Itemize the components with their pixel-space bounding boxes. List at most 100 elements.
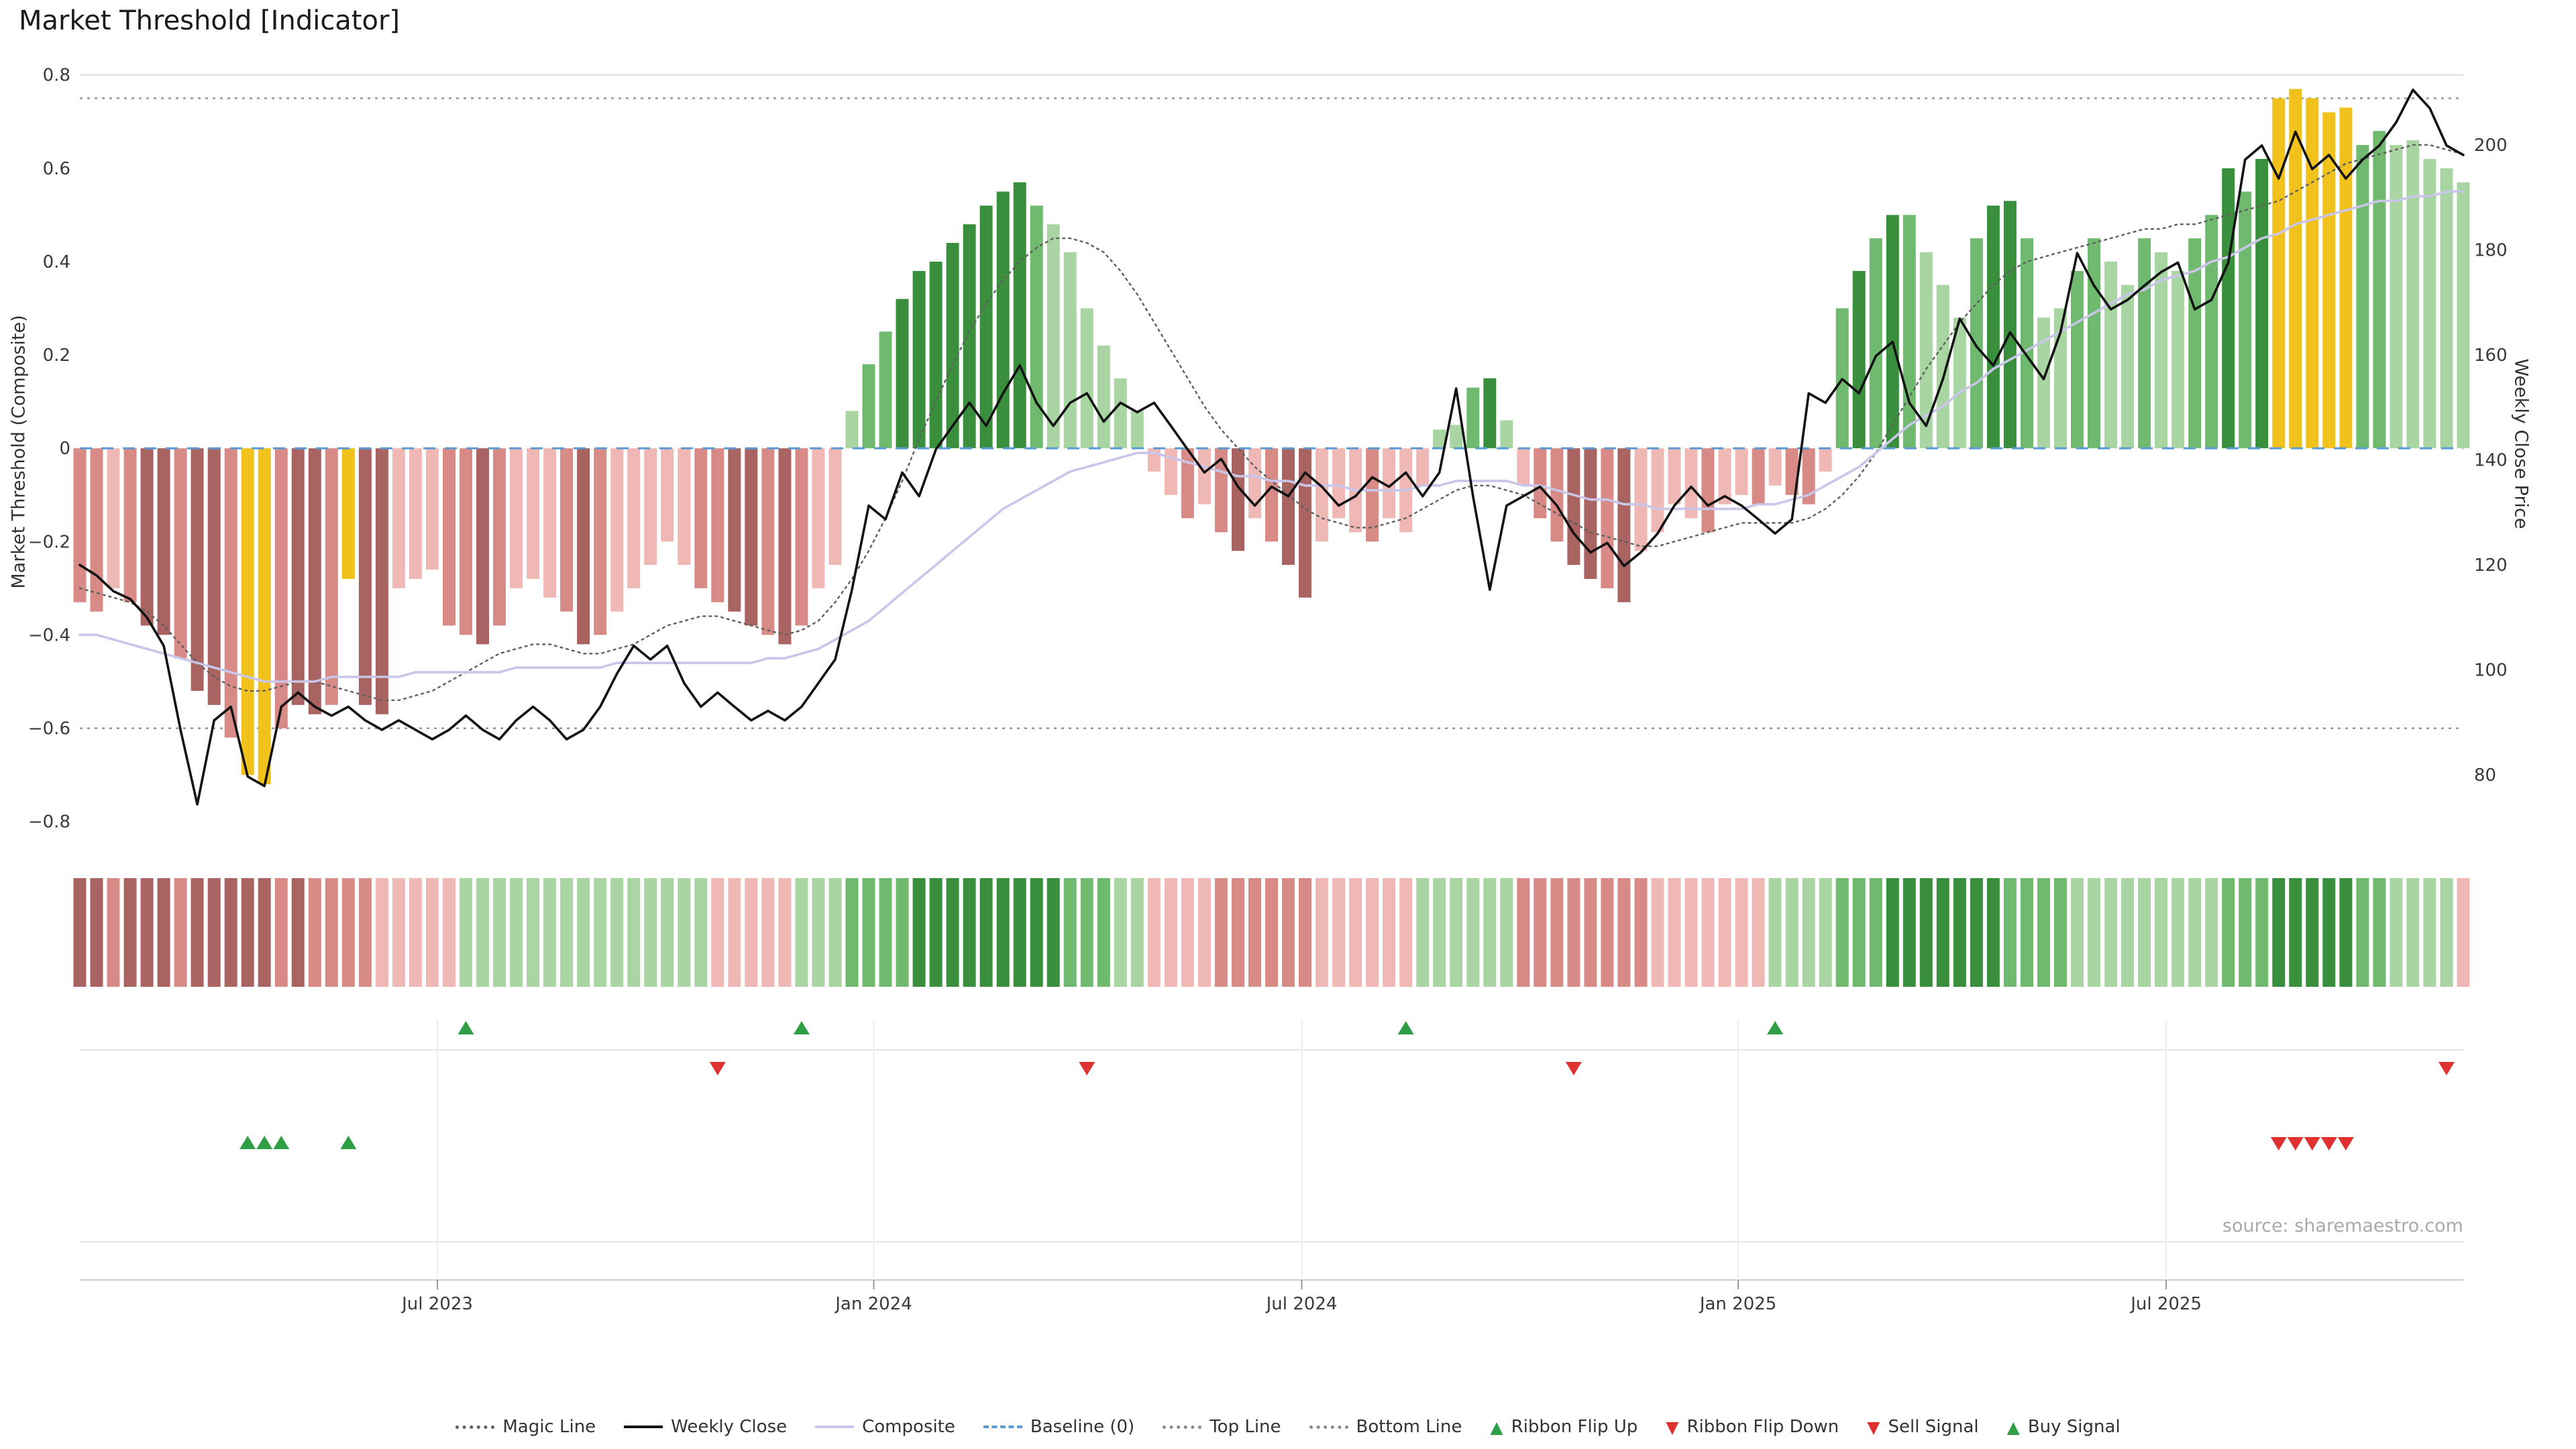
threshold-bar <box>728 448 741 612</box>
threshold-bar <box>1500 420 1513 449</box>
price-axis-tick-label: 100 <box>2474 661 2508 681</box>
threshold-bar <box>460 448 472 635</box>
ribbon-flip-up-marker <box>1767 1021 1784 1034</box>
threshold-bar <box>1902 215 1916 449</box>
ribbon-bar <box>2071 878 2084 987</box>
threshold-bar <box>476 448 489 645</box>
threshold-bar <box>1265 448 1278 542</box>
ribbon-bar <box>1819 878 1832 987</box>
ribbon-bar <box>409 878 422 987</box>
threshold-bar <box>1383 448 1396 519</box>
threshold-bar <box>2071 270 2084 449</box>
ribbon-bar <box>157 878 170 987</box>
legend-label: Composite <box>862 1417 955 1437</box>
threshold-bar <box>2339 107 2353 449</box>
threshold-bar <box>1080 308 1093 449</box>
ribbon-flip-up-marker <box>793 1021 810 1034</box>
sell-signal-marker <box>2270 1137 2287 1150</box>
y-axis-tick-label: 0.2 <box>43 345 70 366</box>
ribbon-bar <box>778 878 792 987</box>
threshold-bar <box>274 448 288 729</box>
ribbon-bar <box>1265 878 1278 987</box>
threshold-bar <box>1097 345 1110 449</box>
ribbon-bar <box>2037 878 2050 987</box>
legend-label: Magic Line <box>502 1417 596 1437</box>
ribbon-bar <box>678 878 691 987</box>
ribbon-bar <box>2021 878 2033 987</box>
threshold-bar <box>879 331 892 449</box>
threshold-bar <box>1114 378 1127 449</box>
threshold-bar <box>678 448 691 566</box>
threshold-bar <box>2021 238 2033 449</box>
ribbon-bar <box>912 878 926 987</box>
threshold-bar <box>2088 238 2100 449</box>
ribbon-bar <box>1483 878 1497 987</box>
threshold-bar <box>1970 238 1983 449</box>
buy-signal-marker <box>239 1136 256 1149</box>
threshold-bar <box>358 448 372 705</box>
threshold-bar <box>2457 182 2470 449</box>
ribbon-bar <box>728 878 741 987</box>
source-credit: source: sharemaestro.com <box>2222 1216 2463 1236</box>
threshold-bar <box>2239 191 2252 449</box>
sell-signal-marker <box>2304 1137 2320 1150</box>
ribbon-bar <box>1416 878 1430 987</box>
threshold-bar <box>761 448 775 635</box>
threshold-bar <box>1819 448 1832 472</box>
ribbon-bar <box>694 878 708 987</box>
threshold-bar <box>527 448 540 579</box>
ribbon-flip-down-marker-icon: ▼ <box>1666 1417 1679 1437</box>
price-axis-tick-label: 160 <box>2474 345 2508 366</box>
ribbon-bar <box>375 878 388 987</box>
price-axis-tick-label: 140 <box>2474 451 2508 471</box>
ribbon-bar <box>1433 878 1446 987</box>
threshold-bar <box>1550 448 1564 542</box>
ribbon-bar <box>1383 878 1396 987</box>
ribbon-bar <box>845 878 859 987</box>
ribbon-bar <box>2339 878 2353 987</box>
threshold-bar <box>308 448 321 714</box>
ribbon-bar <box>107 878 120 987</box>
top-line-marker-icon <box>1163 1425 1202 1429</box>
ribbon-bar <box>1953 878 1966 987</box>
threshold-bar <box>2322 112 2336 449</box>
ribbon-bar <box>812 878 825 987</box>
threshold-bar <box>2003 201 2017 449</box>
threshold-bar <box>1130 411 1144 449</box>
threshold-bar <box>107 448 120 588</box>
threshold-bar <box>610 448 624 612</box>
legend-label: Sell Signal <box>1888 1417 1979 1437</box>
threshold-bar <box>828 448 842 566</box>
ribbon-bar <box>1601 878 1614 987</box>
ribbon-bar <box>929 878 943 987</box>
threshold-bar <box>1164 448 1177 495</box>
ribbon-bar <box>258 878 271 987</box>
threshold-bar <box>425 448 439 570</box>
ribbon-bar <box>2306 878 2319 987</box>
threshold-bar <box>929 262 943 449</box>
ribbon-bar <box>274 878 288 987</box>
threshold-bar <box>912 270 926 449</box>
x-axis-tick-label: Jul 2024 <box>1265 1294 1338 1314</box>
ribbon-bar <box>2171 878 2185 987</box>
ribbon-bar <box>2222 878 2235 987</box>
ribbon-bar <box>510 878 523 987</box>
threshold-bar <box>1752 448 1765 504</box>
ribbon-bar <box>1214 878 1228 987</box>
magic-line <box>78 144 2465 701</box>
ribbon-bar <box>1080 878 1093 987</box>
threshold-bar <box>1919 252 1933 449</box>
y-axis-tick-label: −0.6 <box>28 719 70 739</box>
threshold-bar <box>2289 89 2302 449</box>
ribbon-bar <box>358 878 372 987</box>
ribbon-bar <box>2155 878 2168 987</box>
threshold-bar <box>778 448 792 645</box>
legend-label: Ribbon Flip Up <box>1511 1417 1638 1437</box>
legend-item-ribbon-flip-down: ▼ Ribbon Flip Down <box>1666 1417 1839 1437</box>
ribbon-bar <box>795 878 808 987</box>
threshold-bar <box>207 448 221 705</box>
sell-signal-marker <box>2320 1137 2337 1150</box>
threshold-bar <box>1534 448 1547 519</box>
ribbon-bar <box>1299 878 1311 987</box>
